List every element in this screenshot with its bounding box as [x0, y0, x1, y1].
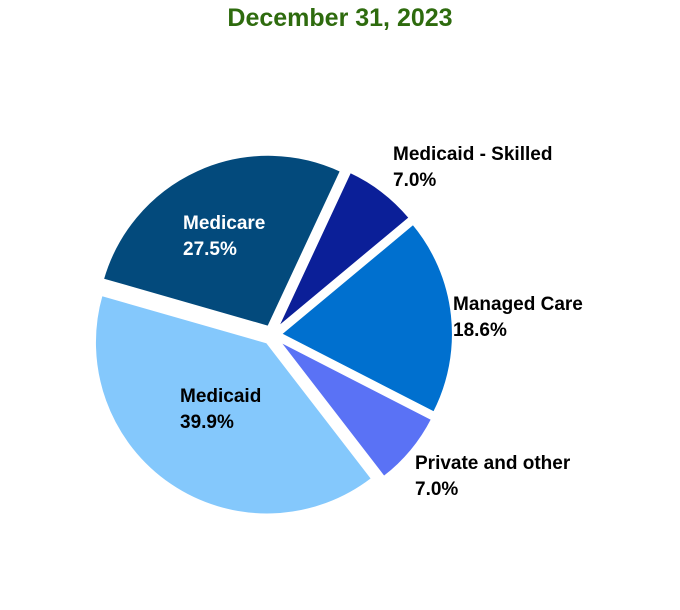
pie-slice-managed-care — [279, 222, 454, 414]
data-label-private-and-other: 7.0% — [415, 479, 458, 500]
category-label-private-and-other: Private and other — [415, 453, 571, 474]
data-label-medicaid: 39.9% — [180, 412, 234, 433]
data-label-managed-care: 18.6% — [453, 320, 507, 341]
chart-title: December 31, 2023 — [227, 4, 453, 32]
pie-slice-private-and-other — [278, 339, 434, 479]
pie-slice-medicare — [101, 153, 343, 329]
category-label-medicaid-skilled: Medicaid - Skilled — [393, 144, 552, 165]
data-label-medicaid-skilled: 7.0% — [393, 170, 436, 191]
category-label-medicare: Medicare — [183, 213, 265, 234]
category-label-managed-care: Managed Care — [453, 294, 583, 315]
category-label-medicaid: Medicaid — [180, 386, 261, 407]
pie-slice-medicaid — [94, 293, 374, 516]
pie-slice-medicaid-skilled — [276, 170, 412, 329]
data-label-medicare: 27.5% — [183, 239, 237, 260]
